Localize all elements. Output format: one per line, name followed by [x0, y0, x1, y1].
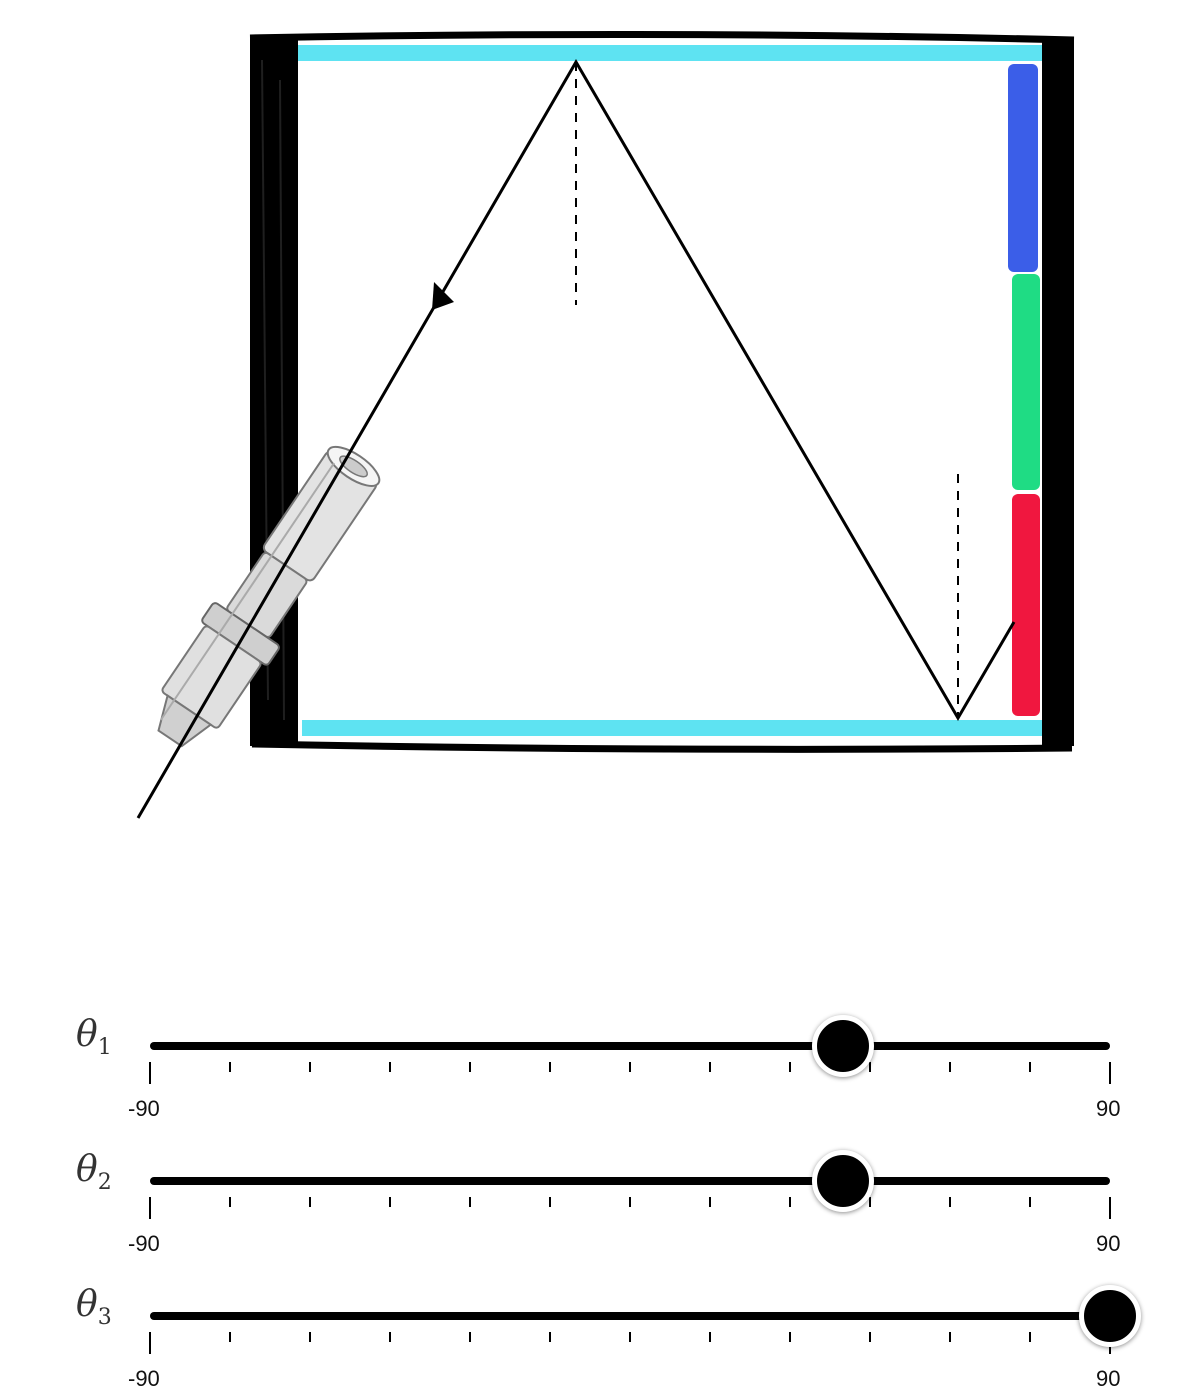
slider-tick	[309, 1197, 311, 1207]
slider-tick	[629, 1332, 631, 1342]
slider-tick	[789, 1062, 791, 1072]
slider-symbol: θ	[76, 1284, 98, 1325]
detector-green	[1012, 274, 1040, 490]
optics-scene	[136, 30, 1075, 819]
slider-tick	[229, 1197, 231, 1207]
bottom-mirror	[302, 720, 1042, 736]
ray-direction-arrow-icon	[432, 282, 454, 310]
slider-index: 2	[97, 1170, 112, 1196]
slider-track[interactable]	[150, 1312, 1110, 1320]
slider-tick	[149, 1332, 151, 1354]
slider-tick	[949, 1197, 951, 1207]
slider-tick	[709, 1332, 711, 1342]
slider-tick	[229, 1332, 231, 1342]
slider-tick	[149, 1062, 151, 1084]
slider-tick	[709, 1197, 711, 1207]
slider-symbol: θ	[76, 1149, 98, 1190]
slider-tick	[469, 1332, 471, 1342]
light-ray	[136, 59, 1016, 819]
slider-tick	[549, 1197, 551, 1207]
slider-index: 1	[97, 1035, 112, 1061]
slider-row-theta-2: θ2 -90 90	[0, 1135, 1200, 1265]
slider-tick	[629, 1197, 631, 1207]
slider-tick	[549, 1062, 551, 1072]
slider-index: 3	[97, 1305, 112, 1331]
box-frame	[249, 30, 1075, 753]
slider-label: θ3	[76, 1284, 112, 1330]
detector-red	[1012, 494, 1040, 716]
slider-label: θ1	[76, 1014, 112, 1060]
slider-label: θ2	[76, 1149, 112, 1195]
slider-tick	[1109, 1062, 1111, 1084]
slider-min-label: -90	[128, 1096, 160, 1121]
slider-ticks	[149, 1197, 1111, 1221]
slider-tick	[389, 1062, 391, 1072]
slider-tick	[469, 1062, 471, 1072]
detector-blue	[1008, 64, 1038, 272]
slider-tick	[789, 1197, 791, 1207]
slider-tick	[869, 1332, 871, 1342]
slider-tick	[549, 1332, 551, 1342]
slider-symbol: θ	[76, 1014, 98, 1055]
slider-tick	[389, 1197, 391, 1207]
slider-tick	[309, 1332, 311, 1342]
slider-tick	[629, 1062, 631, 1072]
slider-tick	[1109, 1197, 1111, 1219]
slider-tick	[149, 1197, 151, 1219]
slider-tick	[709, 1062, 711, 1072]
slider-tick	[1029, 1197, 1031, 1207]
slider-knob[interactable]	[812, 1015, 875, 1077]
slider-tick	[869, 1197, 871, 1207]
slider-max-label: 90	[1096, 1231, 1121, 1256]
top-mirror	[298, 45, 1042, 61]
slider-tick	[1029, 1332, 1031, 1342]
slider-knob[interactable]	[1079, 1285, 1141, 1347]
slider-max-label: 90	[1096, 1096, 1121, 1121]
slider-ticks	[149, 1062, 1111, 1086]
slider-tick	[949, 1332, 951, 1342]
slider-max-label: 90	[1096, 1366, 1121, 1391]
slider-track[interactable]	[150, 1042, 1110, 1050]
slider-tick	[949, 1062, 951, 1072]
slider-tick	[1029, 1062, 1031, 1072]
slider-track[interactable]	[150, 1177, 1110, 1185]
slider-tick	[469, 1197, 471, 1207]
slider-tick	[789, 1332, 791, 1342]
slider-row-theta-3: θ3 -90 90	[0, 1270, 1200, 1400]
slider-min-label: -90	[128, 1366, 160, 1391]
slider-row-theta-1: θ1 -90 90	[0, 1000, 1200, 1130]
slider-tick	[869, 1062, 871, 1072]
slider-tick	[309, 1062, 311, 1072]
slider-ticks	[149, 1332, 1111, 1356]
slider-tick	[229, 1062, 231, 1072]
slider-tick	[389, 1332, 391, 1342]
slider-knob[interactable]	[812, 1150, 875, 1212]
slider-min-label: -90	[128, 1231, 160, 1256]
